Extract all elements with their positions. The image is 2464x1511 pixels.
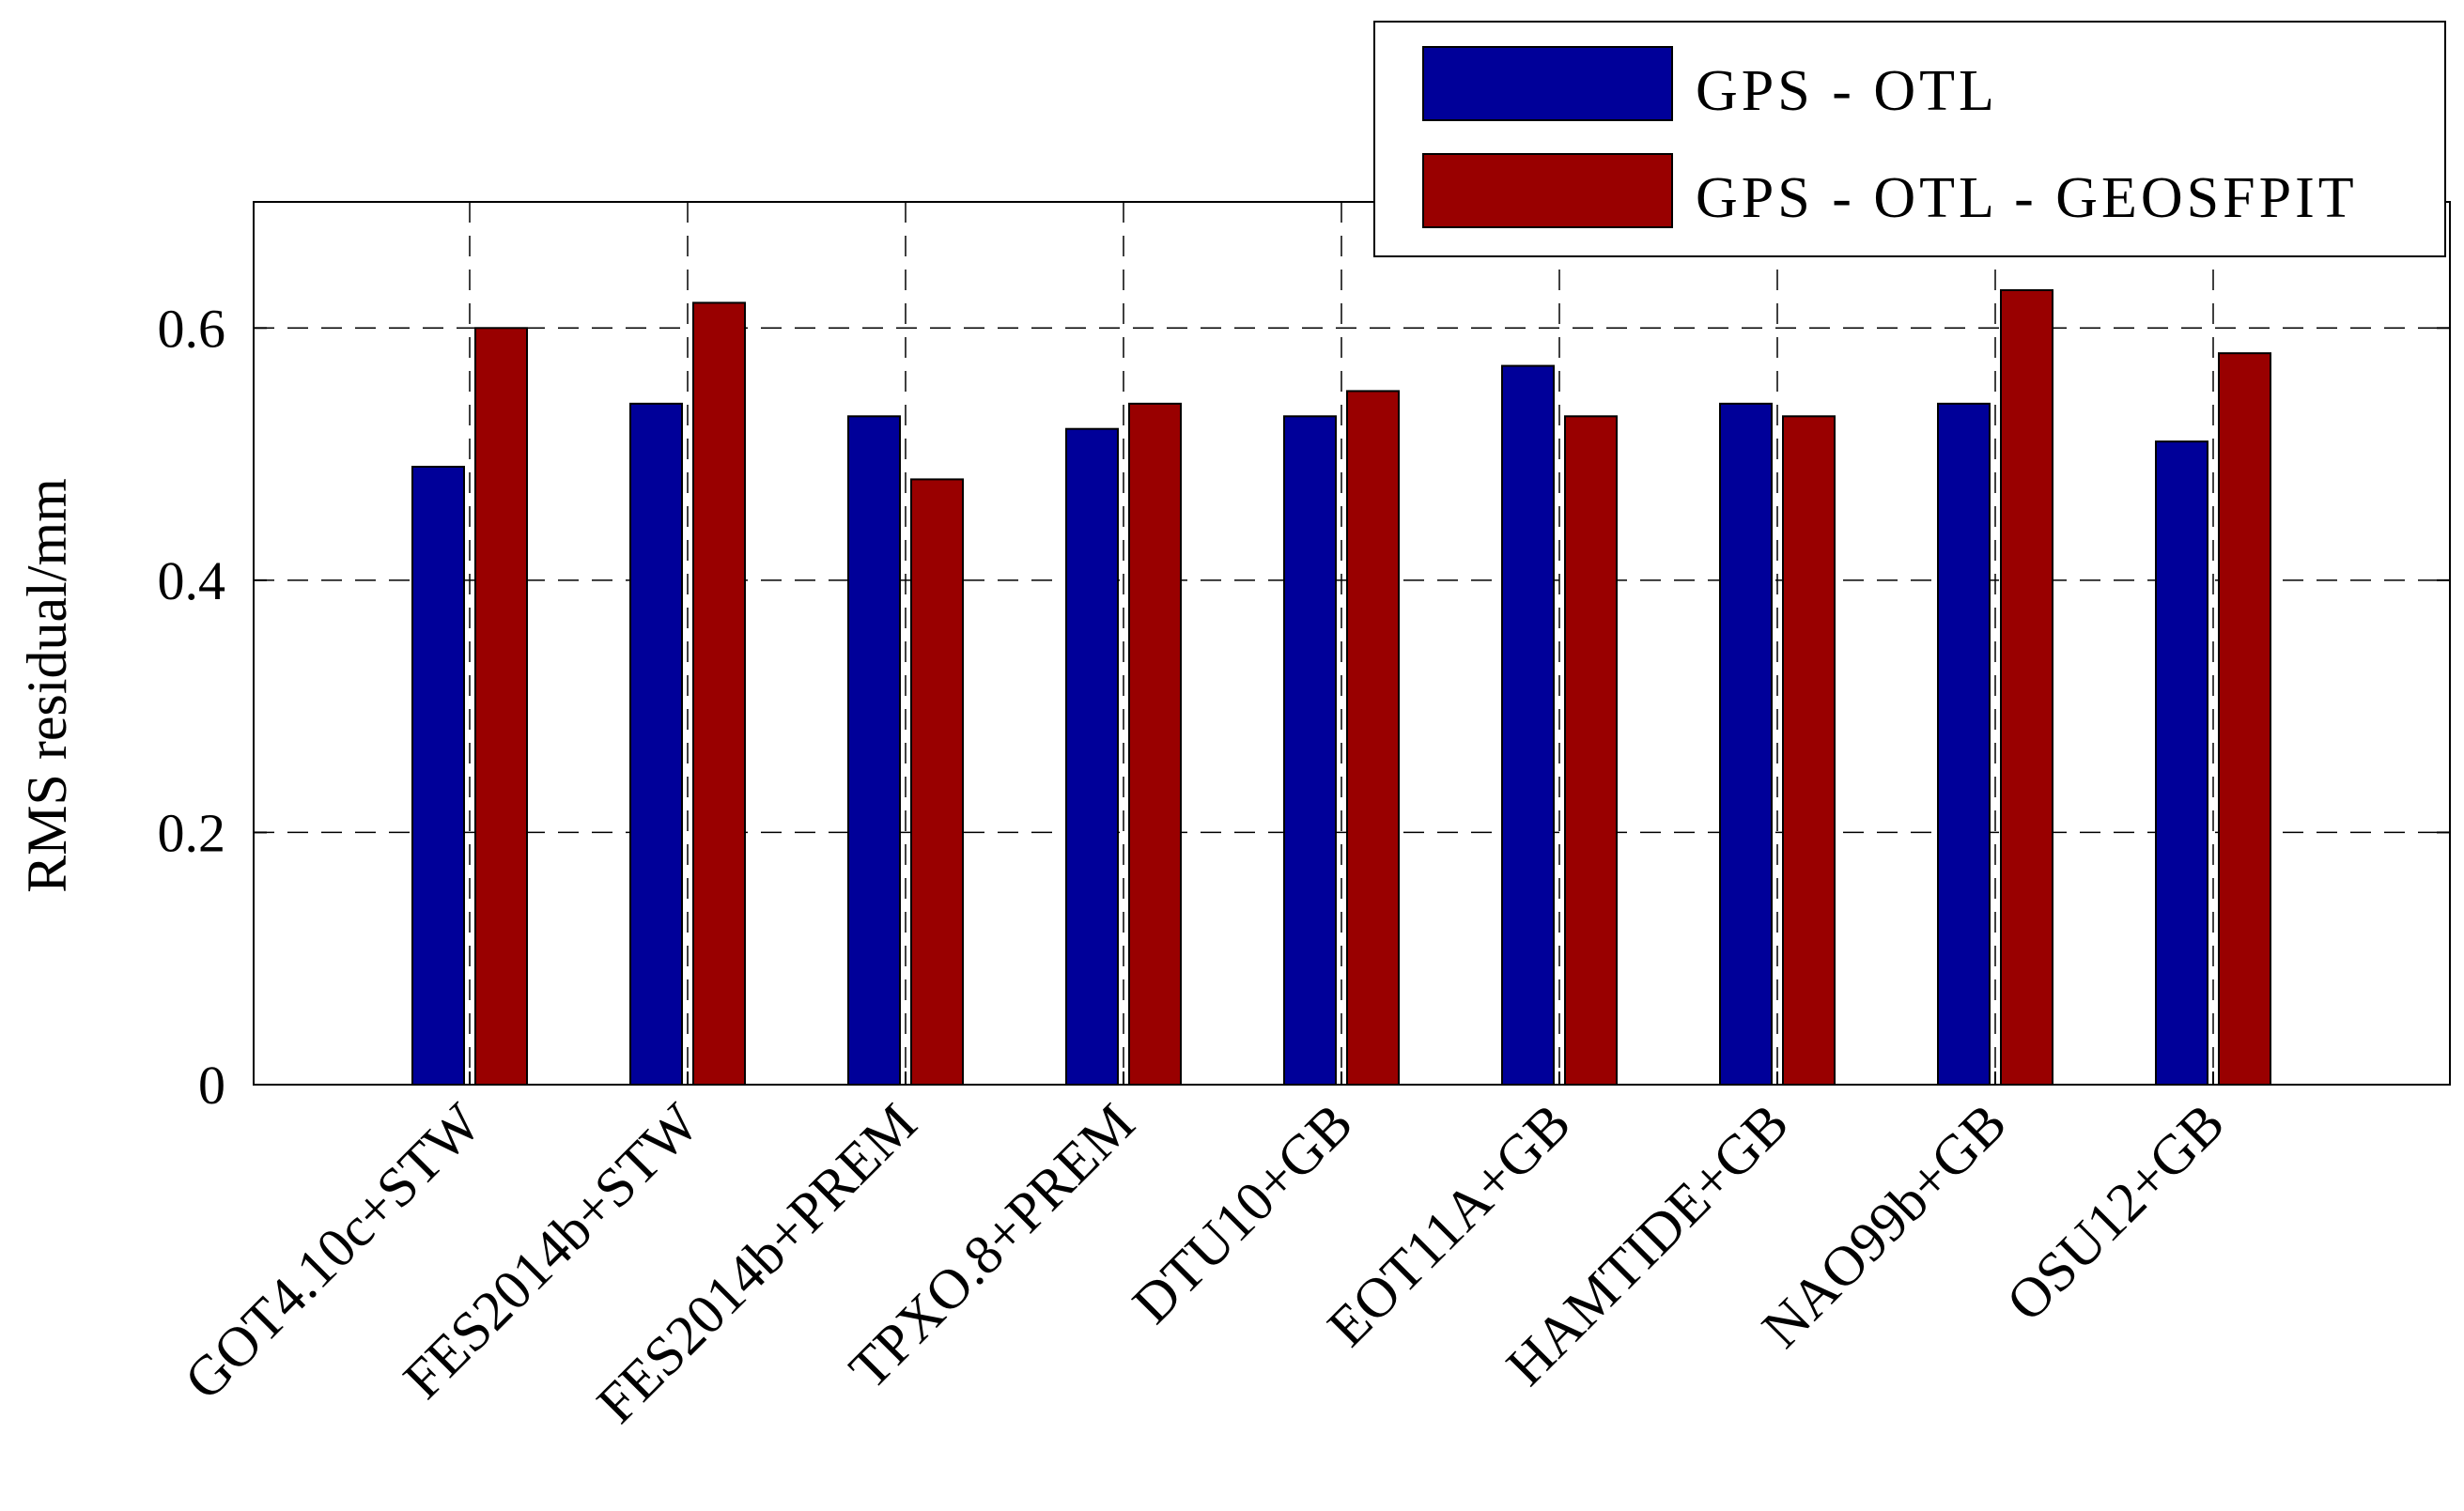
bars bbox=[411, 289, 2271, 1087]
bar-gps-otl-geosfpit-2 bbox=[910, 478, 964, 1086]
bar-gps-otl-geosfpit-1 bbox=[692, 301, 746, 1086]
x-category-label-4: DTU10+GB bbox=[1121, 1092, 1364, 1335]
bar-gps-otl-5 bbox=[1501, 364, 1555, 1087]
y-tick-label-3: 0.6 bbox=[158, 298, 226, 359]
legend-swatch-gps-otl bbox=[1422, 46, 1673, 121]
bar-gps-otl-geosfpit-6 bbox=[1782, 415, 1836, 1086]
legend-label-gps-otl-geosfpit: GPS - OTL - GEOSFPIT bbox=[1696, 166, 2358, 230]
bar-gps-otl-7 bbox=[1937, 402, 1991, 1087]
y-axis-label: RMS residual/mm bbox=[16, 478, 78, 893]
bar-gps-otl-4 bbox=[1283, 415, 1337, 1086]
bar-gps-otl-2 bbox=[847, 415, 901, 1086]
x-category-labels: GOT4.10c+STWFES2014b+STWFES2014b+PREMTPX… bbox=[173, 1091, 2236, 1435]
y-tick-labels: 0 0.2 0.4 0.6 bbox=[158, 298, 226, 1116]
bar-gps-otl-8 bbox=[2155, 440, 2208, 1086]
legend-label-gps-otl: GPS - OTL bbox=[1696, 59, 1998, 123]
x-category-label-8: OSU12+GB bbox=[1994, 1092, 2236, 1334]
bar-gps-otl-geosfpit-7 bbox=[2000, 289, 2053, 1086]
bar-gps-otl-geosfpit-0 bbox=[474, 327, 528, 1086]
legend-swatch-gps-otl-geosfpit bbox=[1422, 153, 1673, 228]
y-tick-label-1: 0.2 bbox=[158, 802, 226, 863]
bar-gps-otl-6 bbox=[1719, 402, 1773, 1087]
bar-gps-otl-geosfpit-3 bbox=[1128, 402, 1182, 1087]
bar-gps-otl-geosfpit-4 bbox=[1346, 390, 1400, 1086]
bar-gps-otl-1 bbox=[629, 402, 683, 1087]
bar-gps-otl-geosfpit-8 bbox=[2218, 352, 2271, 1086]
plot-frame bbox=[253, 201, 2451, 1086]
y-tick-label-2: 0.4 bbox=[158, 550, 226, 611]
legend: GPS - OTL GPS - OTL - GEOSFPIT bbox=[1373, 21, 2446, 257]
bar-gps-otl-3 bbox=[1065, 427, 1119, 1086]
bar-gps-otl-geosfpit-5 bbox=[1564, 415, 1618, 1086]
bar-gps-otl-0 bbox=[411, 466, 465, 1086]
y-tick-label-0: 0 bbox=[198, 1055, 225, 1116]
axes bbox=[253, 201, 2451, 1086]
